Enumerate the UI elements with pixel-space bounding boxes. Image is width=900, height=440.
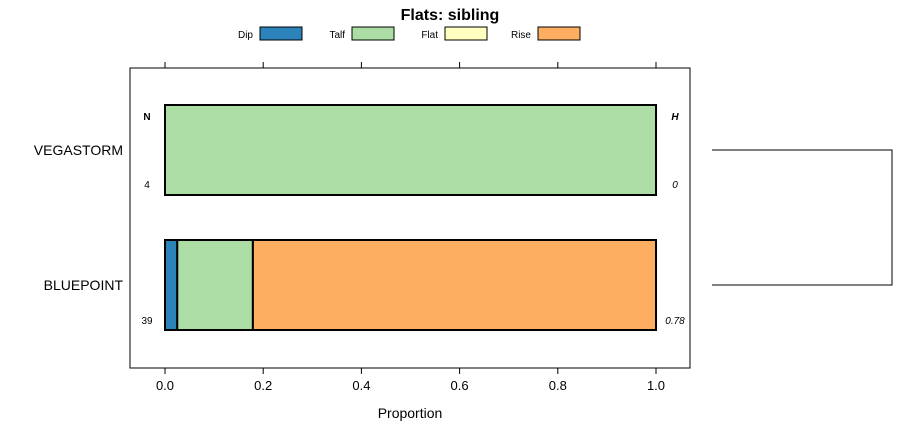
n-column-header: N: [143, 112, 150, 123]
panel-border: [129, 67, 691, 369]
x-tick-label: 0.8: [549, 378, 567, 393]
bar-segment-bluepoint-dip: [164, 239, 179, 331]
chart-title: Flats: sibling: [401, 7, 500, 24]
legend-swatch-dip: [259, 26, 303, 41]
legend-swatch-flat: [444, 26, 488, 41]
h-value: 0.78: [665, 316, 685, 327]
n-value: 4: [144, 180, 150, 191]
bar-segment-vegastorm-talf: [164, 104, 657, 196]
legend-label-rise: Rise: [511, 30, 531, 41]
bar-segment-bluepoint-rise: [251, 239, 657, 331]
h-column-header: H: [671, 112, 679, 123]
legend-swatch-talf: [351, 26, 395, 41]
n-value: 39: [141, 316, 153, 327]
x-axis-label: Proportion: [378, 405, 443, 421]
x-tick-label: 0.0: [156, 378, 174, 393]
x-tick-label: 0.4: [352, 378, 370, 393]
legend-swatch-rise: [537, 26, 581, 41]
category-label-bluepoint: BLUEPOINT: [44, 277, 124, 293]
dendrogram: [712, 149, 893, 286]
plot-area: 0.0 0.2 0.4 0.6 0.8 1.0 VEGASTORM BLUEPOINT: [34, 62, 691, 393]
bars: [164, 104, 657, 331]
legend-label-talf: Talf: [329, 30, 345, 41]
h-value: 0: [672, 180, 678, 191]
x-tick-label: 0.6: [451, 378, 469, 393]
legend: Dip Talf Flat Rise: [238, 26, 581, 41]
annotations: N H 4 39 0 0.78: [141, 112, 685, 327]
dendrogram-branch: [712, 149, 893, 286]
x-tick-label: 1.0: [647, 378, 665, 393]
legend-label-flat: Flat: [421, 30, 438, 41]
bar-segment-bluepoint-talf: [176, 239, 254, 331]
legend-label-dip: Dip: [238, 30, 253, 41]
x-tick-label: 0.2: [254, 378, 272, 393]
category-label-vegastorm: VEGASTORM: [34, 142, 123, 158]
